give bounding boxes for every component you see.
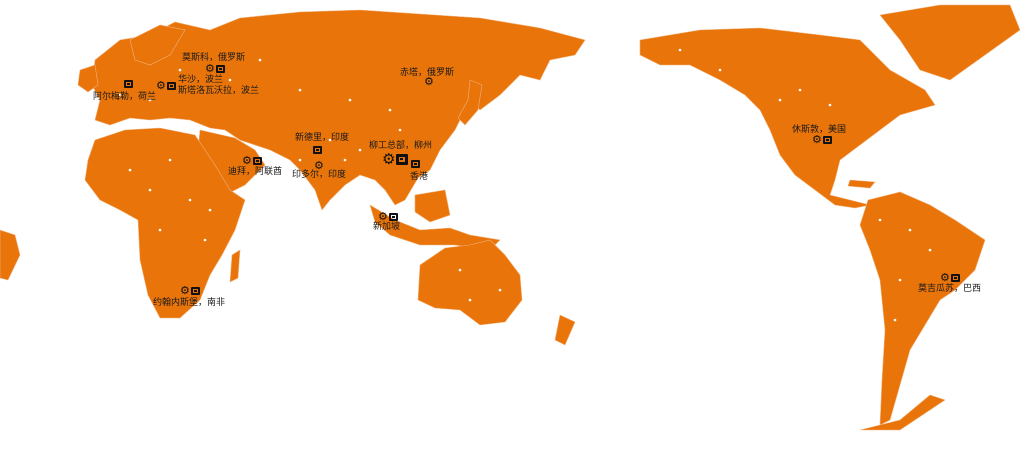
city-dot — [148, 188, 152, 192]
location-marker[interactable]: ⚙ — [812, 134, 832, 145]
liugong-logo-icon — [313, 146, 322, 154]
city-dot — [418, 178, 422, 182]
city-dot — [258, 58, 262, 62]
city-dot — [178, 68, 182, 72]
city-dot — [188, 198, 192, 202]
city-dot — [328, 138, 332, 142]
city-dot — [158, 228, 162, 232]
location-marker[interactable]: ⚙ — [940, 272, 960, 283]
caribbean — [847, 179, 876, 189]
gear-icon: ⚙ — [180, 284, 190, 297]
location-label: 柳工总部，柳州 — [369, 141, 433, 151]
city-dot — [388, 108, 392, 112]
city-dot — [678, 48, 682, 52]
location-marker[interactable] — [313, 146, 322, 154]
scandinavia — [129, 24, 186, 66]
city-dot — [208, 208, 212, 212]
location-label: 莫吉瓜苏，巴西 — [918, 284, 982, 294]
eurasia — [91, 9, 586, 211]
city-dot — [878, 218, 882, 222]
city-dot — [343, 158, 347, 162]
city-dot — [298, 88, 302, 92]
liugong-logo-icon — [950, 273, 960, 282]
city-dot — [298, 158, 302, 162]
south-america — [859, 191, 986, 426]
antarctica-bit — [859, 394, 946, 431]
location-label: 斯塔洛瓦沃拉，波兰 — [178, 86, 260, 96]
location-marker[interactable]: ⚙ — [424, 76, 434, 87]
location-marker[interactable] — [124, 80, 133, 88]
city-dot — [118, 93, 122, 97]
city-dot — [148, 98, 152, 102]
south-america-wrap — [0, 229, 21, 281]
location-marker[interactable] — [411, 160, 420, 168]
location-marker[interactable]: ⚙ — [180, 285, 200, 296]
british-isles — [77, 64, 99, 93]
liugong-logo-icon — [396, 154, 409, 165]
city-dot — [128, 168, 132, 172]
location-label: 新加坡 — [373, 222, 401, 232]
city-dot — [228, 78, 232, 82]
location-label: 阿尔梅勒，荷兰 — [93, 92, 157, 102]
location-label: 华沙，波兰 — [178, 75, 224, 85]
city-dot — [358, 148, 362, 152]
location-label: 莫斯科，俄罗斯 — [182, 53, 246, 63]
liugong-logo-icon — [411, 160, 420, 168]
africa — [84, 127, 246, 319]
location-marker[interactable]: ⚙ — [314, 160, 324, 171]
liugong-logo-icon — [252, 156, 262, 165]
madagascar — [229, 249, 241, 283]
location-label: 迪拜，阿联酋 — [228, 167, 283, 177]
liugong-logo-icon — [822, 135, 832, 144]
city-dot — [798, 88, 802, 92]
gear-icon: ⚙ — [940, 271, 950, 284]
gear-icon: ⚙ — [424, 75, 434, 88]
location-marker[interactable]: ⚙ — [382, 150, 409, 168]
city-dot — [898, 278, 902, 282]
location-label: 约翰内斯堡，南非 — [153, 298, 226, 308]
gear-icon: ⚙ — [242, 154, 252, 167]
gear-icon: ⚙ — [205, 62, 215, 75]
city-dot — [203, 238, 207, 242]
liugong-logo-icon — [388, 212, 398, 221]
city-dot — [928, 248, 932, 252]
liugong-logo-icon — [166, 81, 176, 90]
location-marker[interactable]: ⚙ — [156, 80, 176, 91]
location-marker[interactable]: ⚙ — [378, 211, 398, 222]
city-dot — [168, 158, 172, 162]
philippines-borneo — [414, 189, 451, 223]
city-dot — [828, 103, 832, 107]
location-label: 赤塔，俄罗斯 — [400, 68, 455, 78]
japan — [457, 79, 483, 126]
gear-icon: ⚙ — [382, 150, 396, 168]
gear-icon: ⚙ — [156, 79, 166, 92]
location-label: 印多尔，印度 — [292, 170, 347, 180]
city-dot — [468, 298, 472, 302]
liugong-logo-icon — [190, 286, 200, 295]
greenland — [879, 4, 1021, 81]
city-dot — [908, 228, 912, 232]
liugong-logo-icon — [215, 64, 225, 73]
location-marker[interactable]: ⚙ — [242, 155, 262, 166]
location-label: 新德里，印度 — [295, 133, 350, 143]
new-zealand — [554, 314, 576, 346]
location-label: 休斯敦，美国 — [792, 125, 847, 135]
gear-icon: ⚙ — [378, 210, 388, 223]
city-dot — [348, 98, 352, 102]
city-dot — [893, 318, 897, 322]
location-label: 香港 — [410, 172, 429, 182]
city-dot — [498, 288, 502, 292]
australia — [417, 239, 523, 326]
gear-icon: ⚙ — [314, 159, 324, 172]
gear-icon: ⚙ — [812, 133, 822, 146]
city-dot — [718, 68, 722, 72]
location-marker[interactable]: ⚙ — [205, 63, 225, 74]
city-dot — [778, 98, 782, 102]
north-america — [639, 27, 936, 209]
city-dot — [458, 268, 462, 272]
liugong-logo-icon — [124, 80, 133, 88]
city-dot — [398, 128, 402, 132]
